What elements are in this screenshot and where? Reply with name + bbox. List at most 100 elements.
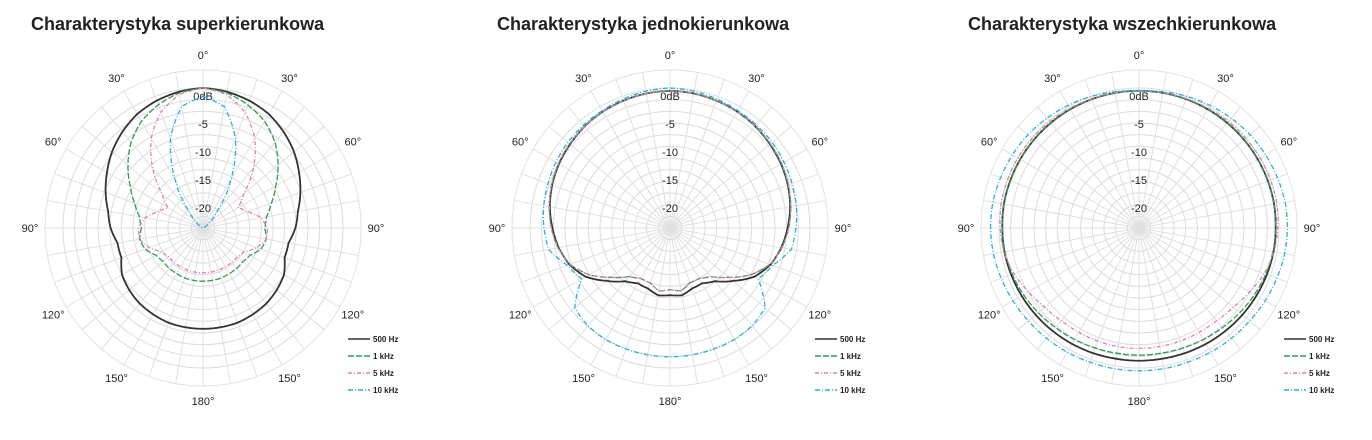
series-line xyxy=(104,87,302,330)
angle-tick-label: 0° xyxy=(198,50,209,62)
grid-spoke xyxy=(54,173,204,229)
angle-tick-label: 30° xyxy=(281,73,298,85)
grid-spoke xyxy=(669,90,750,229)
grid-spoke xyxy=(202,227,341,308)
grid-spoke xyxy=(1138,72,1167,229)
polar-plot: 0° 30° 60° 90° 120° 150° 180° 150° 120° 90° 60° 30°… xyxy=(489,50,866,408)
angle-tick-label: 90° xyxy=(489,223,506,235)
grid-spoke xyxy=(642,72,671,229)
grid-spoke xyxy=(65,148,204,229)
ring-tick-label: -20 xyxy=(1131,203,1147,215)
angle-tick-label: 150° xyxy=(278,373,301,385)
chart-title: Charakterystyka wszechkierunkowa xyxy=(968,14,1277,34)
legend-label: 10 kHz xyxy=(1309,386,1334,395)
grid-spoke xyxy=(1084,79,1140,229)
legend-label: 10 kHz xyxy=(373,386,398,395)
angle-tick-label: 30° xyxy=(108,73,125,85)
grid-spoke xyxy=(1138,227,1194,377)
legend-label: 5 kHz xyxy=(840,369,861,378)
polar-chart-panel: Charakterystyka superkierunkowa 0° 30° 60° 9… xyxy=(0,0,457,440)
angle-tick-label: 90° xyxy=(958,223,975,235)
grid-spoke xyxy=(1111,72,1140,229)
legend-label: 500 Hz xyxy=(373,335,398,344)
grid-spoke xyxy=(202,227,231,384)
legend-label: 10 kHz xyxy=(840,386,865,395)
grid-spoke xyxy=(983,200,1140,229)
grid-spoke xyxy=(65,227,204,308)
grid-spoke xyxy=(1037,227,1140,350)
angle-tick-label: 60° xyxy=(512,137,529,149)
grid-spoke xyxy=(990,227,1140,283)
ring-tick-label: -10 xyxy=(1131,147,1147,159)
grid-spoke xyxy=(521,227,671,283)
grid-spoke xyxy=(175,227,204,384)
grid-spoke xyxy=(175,72,204,229)
grid-spoke xyxy=(1017,227,1140,330)
series-line xyxy=(137,87,269,274)
legend-label: 1 kHz xyxy=(1309,352,1330,361)
grid-spoke xyxy=(81,227,204,330)
grid-spoke xyxy=(202,200,359,229)
grid-spoke xyxy=(202,227,325,330)
grid-spoke xyxy=(669,227,826,256)
grid-spoke xyxy=(1138,227,1295,256)
grid-spoke xyxy=(669,227,792,330)
grid-spoke xyxy=(669,227,725,377)
grid-spoke xyxy=(1138,126,1261,229)
grid-spoke xyxy=(202,106,305,229)
grid-spoke xyxy=(983,227,1140,256)
legend-label: 500 Hz xyxy=(840,335,865,344)
ring-tick-label: -10 xyxy=(195,147,211,159)
ring-tick-label: -20 xyxy=(195,203,211,215)
grid-spoke xyxy=(1037,106,1140,229)
grid-spoke xyxy=(1138,173,1288,229)
grid-spoke xyxy=(642,227,671,384)
ring-tick-label: -5 xyxy=(1134,119,1144,131)
grid-spoke xyxy=(47,200,204,229)
angle-tick-label: 60° xyxy=(1280,137,1297,149)
grid-spoke xyxy=(202,227,305,350)
grid-spoke xyxy=(615,227,671,377)
angle-tick-label: 120° xyxy=(1277,310,1300,322)
grid-spoke xyxy=(669,227,808,308)
grid-spoke xyxy=(669,72,698,229)
grid-spoke xyxy=(202,227,352,283)
angle-tick-label: 150° xyxy=(745,373,768,385)
ring-tick-label: -20 xyxy=(662,203,678,215)
polar-grid xyxy=(44,69,362,387)
series-line xyxy=(548,90,792,292)
grid-spoke xyxy=(202,126,325,229)
angle-tick-label: 30° xyxy=(748,73,765,85)
grid-spoke xyxy=(990,173,1140,229)
grid-spoke xyxy=(669,227,819,283)
grid-spoke xyxy=(590,90,671,229)
angle-tick-label: 120° xyxy=(509,310,532,322)
grid-spoke xyxy=(202,227,359,256)
grid-spoke xyxy=(1138,227,1219,366)
angle-tick-label: 0° xyxy=(665,50,676,62)
grid-spoke xyxy=(1001,227,1140,308)
grid-spoke xyxy=(1084,227,1140,377)
angle-tick-label: 120° xyxy=(341,310,364,322)
grid-spoke xyxy=(514,227,671,256)
grid-spoke xyxy=(1059,227,1140,366)
grid-spoke xyxy=(1059,90,1140,229)
grid-spoke xyxy=(568,227,671,350)
angle-tick-label: 60° xyxy=(45,137,62,149)
ring-tick-label: -15 xyxy=(662,175,678,187)
series-line xyxy=(1001,90,1277,356)
angle-tick-label: 60° xyxy=(344,137,361,149)
grid-spoke xyxy=(669,79,725,229)
angle-tick-label: 30° xyxy=(575,73,592,85)
grid-spoke xyxy=(669,106,772,229)
legend: 500 Hz 1 kHz 5 kHz 10 kHz xyxy=(1284,335,1334,395)
angle-tick-label: 150° xyxy=(1214,373,1237,385)
angle-tick-label: 0° xyxy=(1134,50,1145,62)
ring-tick-label: -15 xyxy=(1131,175,1147,187)
grid-spoke xyxy=(101,227,204,350)
angle-tick-label: 120° xyxy=(808,310,831,322)
grid-spoke xyxy=(1138,106,1241,229)
angle-tick-label: 60° xyxy=(981,137,998,149)
grid-spoke xyxy=(202,227,283,366)
grid-spoke xyxy=(669,227,698,384)
